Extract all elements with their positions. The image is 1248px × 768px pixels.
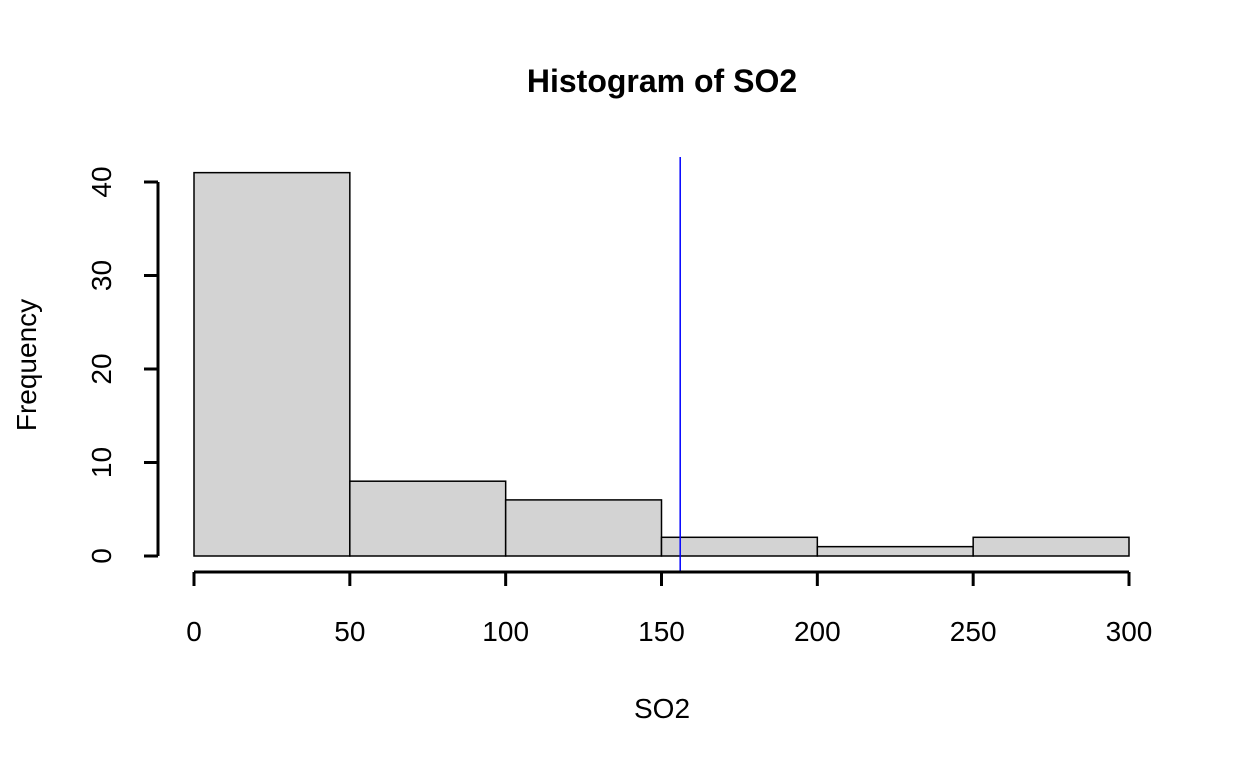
x-tick-label-0: 0 <box>186 616 202 647</box>
x-tick-label-4: 200 <box>794 616 841 647</box>
histogram-bar-1 <box>349 480 507 557</box>
histogram-bar-2 <box>504 499 663 557</box>
histogram-bar-5 <box>972 536 1130 557</box>
y-axis: 0 10 20 30 40 <box>86 166 160 564</box>
histogram-bar-3 <box>660 536 819 557</box>
bars-group <box>193 171 1130 557</box>
x-tick-label-1: 50 <box>334 616 365 647</box>
y-tick-label-1: 10 <box>86 447 117 478</box>
y-tick-label-3: 30 <box>86 260 117 291</box>
x-tick-label-5: 250 <box>950 616 997 647</box>
x-axis-label: SO2 <box>634 693 690 724</box>
y-axis-label: Frequency <box>11 299 42 431</box>
chart-title: Histogram of SO2 <box>527 63 797 99</box>
x-tick-label-3: 150 <box>638 616 685 647</box>
x-axis: 0 50 100 150 200 250 300 <box>186 570 1153 647</box>
y-tick-label-2: 20 <box>86 353 117 384</box>
x-tick-label-6: 300 <box>1106 616 1153 647</box>
y-tick-label-4: 40 <box>86 166 117 197</box>
histogram-bar-4 <box>816 545 974 557</box>
x-tick-label-2: 100 <box>482 616 529 647</box>
histogram-bar-0 <box>193 171 351 557</box>
y-tick-label-0: 0 <box>86 548 117 564</box>
